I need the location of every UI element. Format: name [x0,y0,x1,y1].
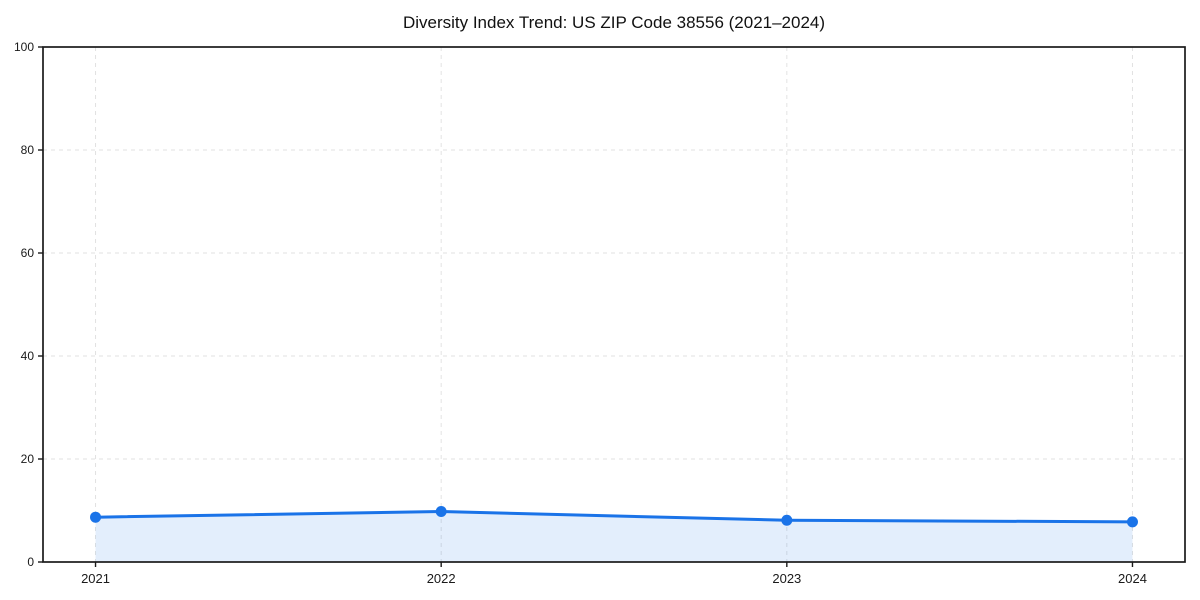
series-area-fill [95,511,1133,562]
y-tick-label: 20 [21,452,35,466]
chart-title: Diversity Index Trend: US ZIP Code 38556… [402,13,826,32]
data-point-marker [781,514,793,526]
data-point-marker [1126,516,1138,528]
y-tick-label: 100 [14,40,34,54]
x-tick-label: 2022 [427,571,456,586]
y-tick-label: 40 [21,349,35,363]
y-tick-label: 0 [27,555,34,569]
y-tick-label: 60 [21,246,35,260]
x-tick-label: 2024 [1118,571,1147,586]
data-point-marker [435,506,447,518]
axes-background [43,47,1185,562]
y-tick-label: 80 [21,143,35,157]
series-line [94,510,1134,524]
axes-border [42,46,1186,563]
x-tick-label: 2023 [772,571,801,586]
x-tick-label: 2021 [81,571,110,586]
data-point-marker [90,511,102,523]
